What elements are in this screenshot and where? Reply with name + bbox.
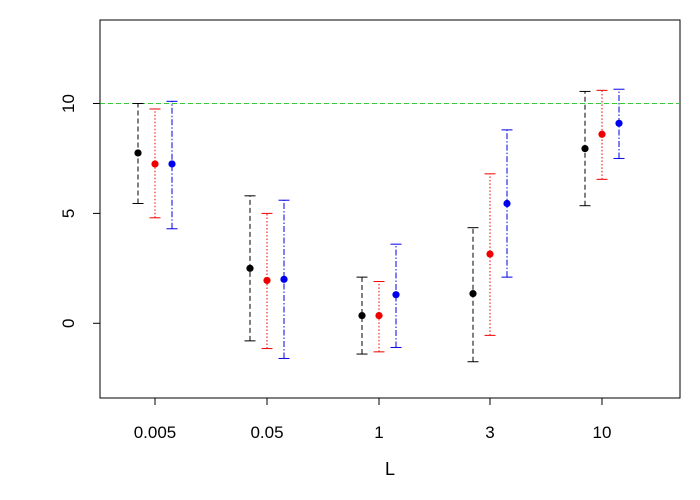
error-bar-group	[373, 281, 385, 353]
error-bar-group	[390, 243, 402, 348]
error-bar-group	[579, 90, 591, 207]
plot-frame	[99, 19, 681, 399]
y-tick-label: 5	[59, 209, 78, 218]
data-point	[375, 311, 383, 320]
x-tick-label: 3	[485, 423, 494, 442]
data-point	[358, 311, 366, 320]
error-bar-group	[613, 88, 625, 159]
x-tick-label: 1	[374, 423, 383, 442]
data-point	[263, 276, 271, 285]
data-point	[134, 149, 142, 157]
data-point	[503, 199, 511, 208]
data-point	[392, 291, 400, 299]
error-bar-group	[244, 195, 256, 342]
x-tick-label: 0.05	[250, 423, 283, 442]
error-bar-group	[149, 108, 161, 219]
error-bar-group	[596, 89, 608, 180]
error-bar-group	[467, 227, 479, 363]
error-bar-group	[501, 129, 513, 278]
data-point	[246, 264, 254, 272]
error-bar-group	[356, 276, 368, 355]
error-bar-group	[278, 199, 290, 359]
data-point	[598, 130, 606, 138]
y-tick-label: 10	[59, 94, 78, 113]
y-tick-label: 0	[59, 319, 78, 328]
data-point	[280, 275, 288, 283]
error-bar-group	[261, 212, 273, 350]
data-point	[615, 119, 623, 127]
x-axis-label: L	[385, 459, 395, 479]
x-tick-label: 0.005	[134, 423, 177, 442]
error-bar-group	[132, 103, 144, 205]
data-point	[486, 250, 494, 258]
error-bar-group	[166, 100, 178, 230]
error-bar-group	[484, 173, 496, 336]
data-point	[151, 160, 159, 168]
x-tick-label: 10	[593, 423, 612, 442]
data-point	[581, 144, 589, 153]
data-point	[469, 290, 477, 298]
data-point	[168, 160, 176, 168]
